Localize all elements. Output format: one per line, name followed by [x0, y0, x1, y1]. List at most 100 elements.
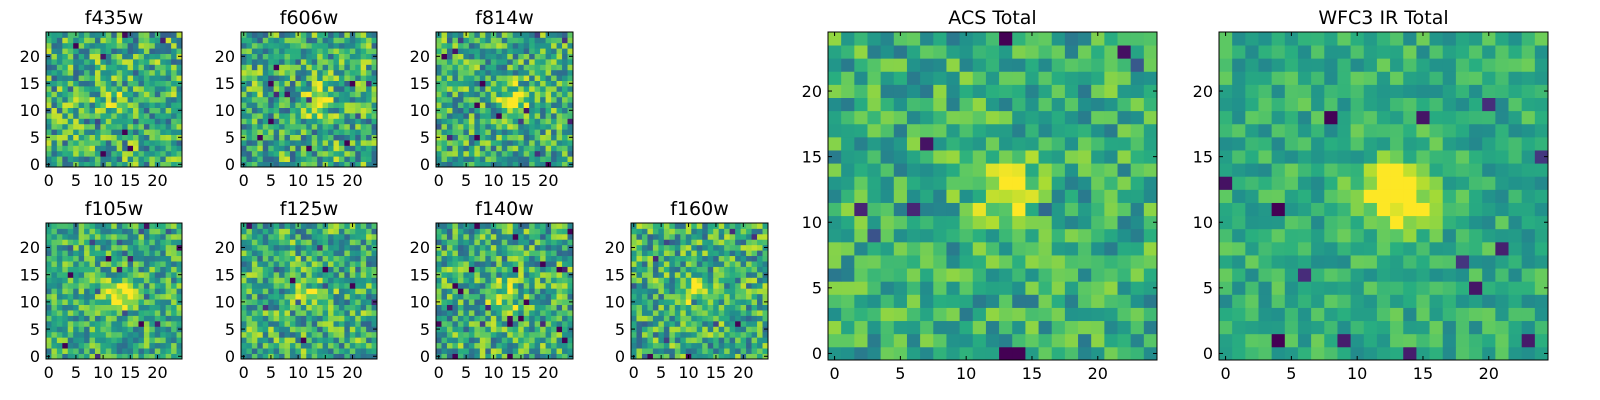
heatmap-cell [959, 241, 974, 256]
heatmap-cell [138, 118, 145, 125]
heatmap-cell [441, 299, 448, 305]
heatmap-cell [338, 282, 345, 289]
heatmap-cell [540, 261, 546, 267]
heatmap-cell [78, 271, 85, 278]
heatmap-cell [62, 255, 69, 262]
heatmap-cell [691, 288, 698, 295]
heatmap-cell [116, 161, 123, 168]
heatmap-cell [100, 331, 107, 338]
heatmap-cell [73, 102, 80, 108]
heatmap-cell [78, 288, 85, 295]
heatmap-cell [355, 140, 362, 146]
heatmap-cell [295, 299, 302, 305]
heatmap-cell [355, 123, 362, 130]
heatmap-cell [116, 123, 123, 130]
heatmap-cell [457, 75, 464, 81]
heatmap-cell [284, 315, 291, 322]
heatmap-cell [78, 102, 85, 108]
heatmap-cell [512, 96, 519, 103]
heatmap-cell [468, 315, 475, 322]
heatmap-cell [751, 331, 758, 338]
heatmap-cell [262, 140, 269, 146]
heatmap-cell [366, 118, 372, 125]
heatmap-cell [496, 129, 503, 135]
heatmap-cell [154, 320, 161, 327]
heatmap-cell [1051, 307, 1066, 322]
heatmap-cell [663, 233, 670, 240]
heatmap-cell [636, 326, 643, 333]
heatmap-cell [322, 150, 329, 157]
heatmap-cell [562, 161, 568, 168]
heatmap-cell [333, 320, 340, 327]
heatmap-cell [696, 348, 703, 354]
heatmap-cell [251, 113, 258, 119]
heatmap-cell [641, 282, 648, 289]
x-tick-label: 5 [266, 363, 276, 382]
heatmap-cell [94, 150, 101, 157]
heatmap-cell [62, 32, 69, 38]
heatmap-cell [496, 140, 503, 146]
heatmap-cell [171, 80, 177, 87]
heatmap-cell [311, 255, 318, 262]
heatmap-cell [436, 42, 442, 49]
heatmap-cell [762, 233, 769, 240]
heatmap-cell [490, 277, 497, 284]
heatmap-cell [257, 288, 264, 295]
heatmap-cell [529, 42, 536, 49]
heatmap-cell [441, 282, 448, 289]
heatmap-cell [273, 320, 280, 327]
heatmap-cell [246, 161, 253, 168]
heatmap-cell [289, 91, 296, 98]
heatmap-cell [636, 250, 643, 257]
heatmap-cell [551, 48, 557, 54]
heatmap-cell [512, 113, 519, 119]
heatmap-cell [641, 233, 648, 240]
heatmap-cell [551, 342, 557, 349]
heatmap-cell [702, 255, 709, 262]
heatmap-cell [268, 348, 275, 354]
heatmap-cell [496, 59, 503, 65]
heatmap-cell [78, 150, 85, 157]
heatmap-cell [94, 250, 101, 257]
heatmap-cell [490, 113, 497, 119]
heatmap-cell [636, 331, 643, 338]
heatmap-cell [490, 342, 497, 349]
heatmap-cell [959, 320, 974, 335]
heatmap-cell [946, 202, 960, 217]
heatmap-cell [523, 250, 530, 257]
heatmap-cell [279, 244, 285, 251]
heatmap-cell [268, 244, 275, 251]
heatmap-cell [328, 299, 334, 305]
heatmap-cell [867, 241, 882, 256]
heatmap-cell [441, 244, 448, 251]
heatmap-cell [176, 233, 183, 240]
heatmap-cell [133, 299, 139, 305]
heatmap-cell [133, 342, 139, 349]
heatmap-cell [241, 282, 247, 289]
heatmap-cell [441, 228, 448, 235]
heatmap-cell [1078, 333, 1092, 348]
heatmap-cell [355, 320, 362, 327]
heatmap-cell [920, 241, 934, 256]
heatmap-cell [551, 299, 557, 305]
heatmap-cell [273, 337, 280, 344]
heatmap-cell [262, 113, 269, 119]
heatmap-cell [457, 282, 464, 289]
heatmap-cell [171, 145, 177, 152]
heatmap-cell [262, 37, 269, 44]
heatmap-cell [46, 228, 52, 235]
heatmap-cell [436, 250, 442, 257]
heatmap-cell [100, 326, 107, 333]
heatmap-cell [751, 244, 758, 251]
heatmap-cell [452, 48, 459, 54]
heatmap-cell [371, 75, 378, 81]
heatmap-cell [257, 255, 264, 262]
heatmap-cell [523, 239, 530, 246]
heatmap-cell [680, 271, 687, 278]
heatmap-cell [490, 271, 497, 278]
heatmap-cell [540, 32, 546, 38]
heatmap-cell [67, 118, 74, 125]
heatmap-cell [485, 80, 492, 87]
heatmap-cell [713, 271, 720, 278]
heatmap-cell [707, 250, 714, 257]
